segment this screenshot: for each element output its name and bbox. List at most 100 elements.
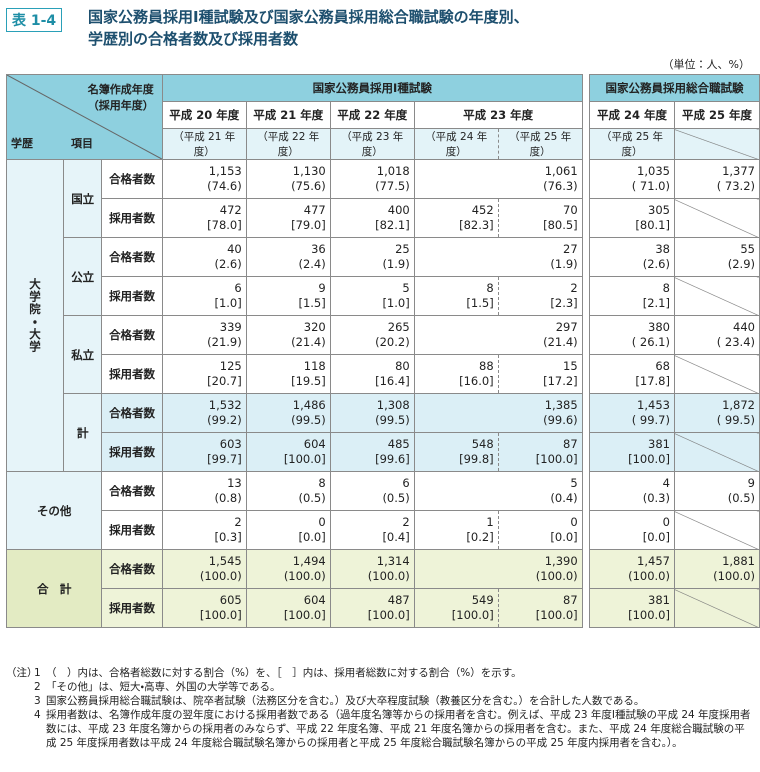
- note: 4 採用者数は、名簿作成年度の翌年度における採用者数である（過年度名簿等からの採用…: [6, 708, 754, 750]
- ratio: (2.9): [727, 257, 755, 271]
- notes: （注） 1 （ ）内は、合格者総数に対する割合（%）を、［ ］内は、採用者総数に対す…: [6, 666, 754, 750]
- ratio: (0.5): [382, 491, 410, 505]
- ratio: [100.0]: [535, 608, 578, 622]
- data-row: 採用者数 603 [99.7] 604 [100.0] 485 [99.6] 548 [99.8…: [7, 432, 760, 472]
- value-cell: 40 (2.6): [161, 237, 247, 277]
- count: 381: [648, 593, 670, 607]
- value-cell: 485 [99.6]: [329, 432, 415, 472]
- value-cell: 1,385 (99.6): [413, 393, 583, 433]
- ratio: [1.0]: [382, 296, 410, 310]
- ratio: (99.2): [207, 413, 242, 427]
- corner-label: （採用年度）: [87, 99, 154, 112]
- ratio: [100.0]: [451, 608, 494, 622]
- ratio: [0.0]: [642, 530, 670, 544]
- value-cell: 70 [80.5]: [497, 198, 583, 238]
- year-header: 平成 20 年度: [161, 101, 247, 129]
- ratio: (21.4): [543, 335, 578, 349]
- ratio: (100.0): [713, 569, 755, 583]
- group-label: 合 計: [5, 549, 103, 628]
- count: 485: [387, 437, 410, 451]
- count: 80: [395, 359, 410, 373]
- value-cell: 80 [16.4]: [329, 354, 415, 394]
- ratio: [0.0]: [550, 530, 578, 544]
- value-cell: 1,486 (99.5): [245, 393, 331, 433]
- data-row: 公立 合格者数 40 (2.6) 36 (2.4) 25 (1.9) 27 (1.9) 38 (2.6…: [7, 237, 760, 316]
- ratio: [79.0]: [291, 218, 326, 232]
- count: 1,308: [376, 398, 410, 412]
- value-cell: 549 [100.0]: [413, 588, 499, 628]
- note-number: 1: [34, 667, 41, 679]
- value-cell: 339 (21.9): [161, 315, 247, 355]
- note: （注） 1 （ ）内は、合格者総数に対する割合（%）を、［ ］内は、採用者総数に対す…: [6, 666, 754, 680]
- value-cell: 0 [0.0]: [589, 510, 675, 550]
- count: 1,385: [544, 398, 578, 412]
- data-row: 採用者数 6 [1.0] 9 [1.5] 5 [1.0] 8 [1.5] 2 [2.3] 8 [2.1]: [7, 276, 760, 316]
- count: 400: [387, 203, 410, 217]
- ratio: (100.0): [535, 569, 578, 583]
- count: 320: [303, 320, 326, 334]
- data-row: 採用者数 125 [20.7] 118 [19.5] 80 [16.4] 88 [16.0] 15…: [7, 354, 760, 394]
- count: 381: [648, 437, 670, 451]
- count: 2: [234, 515, 242, 529]
- note-label: [6, 708, 34, 750]
- count: 472: [219, 203, 242, 217]
- group-text: 大学院・大学: [28, 278, 42, 353]
- ratio: [2.1]: [642, 296, 670, 310]
- value-cell: 55 (2.9): [673, 237, 760, 277]
- item-label: 合格者数: [101, 393, 163, 433]
- ratio: [2.3]: [550, 296, 578, 310]
- corner-diagonal: [7, 75, 162, 159]
- value-cell: 1,377( 73.2): [673, 159, 760, 199]
- gap: [582, 74, 590, 628]
- count: 87: [563, 593, 578, 607]
- value-cell: 452 [82.3]: [413, 198, 499, 238]
- ratio: (0.4): [550, 491, 578, 505]
- value-cell: 6 (0.5): [329, 471, 415, 511]
- diagonal-cell: [673, 276, 760, 316]
- count: 1,035: [637, 164, 670, 178]
- data-row: 合 計合格者数 1,545 (100.0) 1,494 (100.0) 1,314 (100…: [5, 549, 760, 628]
- value-cell: 1,314 (100.0): [329, 549, 415, 589]
- ratio: [0.4]: [382, 530, 410, 544]
- ratio: [16.0]: [459, 374, 494, 388]
- count: 305: [648, 203, 670, 217]
- note-label: [6, 694, 34, 708]
- count: 1,486: [292, 398, 326, 412]
- note-text: 採用者数は、名簿作成年度の翌年度における採用者数である（過年度名簿等からの採用者…: [46, 709, 751, 749]
- diagonal-cell: [673, 510, 760, 550]
- table-badge: 表 1-4: [6, 8, 63, 32]
- value-cell: 1,061 (76.3): [413, 159, 583, 199]
- value-cell: 8 [2.1]: [589, 276, 675, 316]
- ratio: ( 26.1): [631, 335, 670, 349]
- count: 25: [395, 242, 410, 256]
- value-cell: 87 [100.0]: [497, 588, 583, 628]
- count: 487: [387, 593, 410, 607]
- ratio: (99.5): [291, 413, 326, 427]
- value-cell: 2 [0.3]: [161, 510, 247, 550]
- note-text: （ ）内は、合格者総数に対する割合（%）を、［ ］内は、採用者総数に対する割合（…: [46, 667, 522, 679]
- count: 548: [471, 437, 494, 451]
- value-cell: 1 [0.2]: [413, 510, 499, 550]
- value-cell: 605 [100.0]: [161, 588, 247, 628]
- value-cell: 0 [0.0]: [245, 510, 331, 550]
- item-label: 合格者数: [101, 471, 163, 511]
- count: 5: [570, 476, 578, 490]
- value-cell: 603 [99.7]: [161, 432, 247, 472]
- ratio: [1.0]: [214, 296, 242, 310]
- value-cell: 38 (2.6): [589, 237, 675, 277]
- count: 1,061: [544, 164, 578, 178]
- item-label: 採用者数: [101, 510, 163, 550]
- count: 265: [387, 320, 410, 334]
- diagonal-cell: [673, 198, 760, 238]
- count: 5: [402, 281, 410, 295]
- ratio: [17.2]: [543, 374, 578, 388]
- count: 1,545: [208, 554, 242, 568]
- value-cell: 1,153 (74.6): [161, 159, 247, 199]
- count: 1,457: [637, 554, 670, 568]
- value-cell: 1,494 (100.0): [245, 549, 331, 589]
- value-cell: 380( 26.1): [589, 315, 675, 355]
- count: 8: [318, 476, 326, 490]
- value-cell: 1,532 (99.2): [161, 393, 247, 433]
- header-row: （平成 21 年度） （平成 22 年度） （平成 23 年度） （平成 24 年度）…: [7, 128, 760, 160]
- data-row: 採用者数 472 [78.0] 477 [79.0] 400 [82.1] 452 [82.3]…: [7, 198, 760, 238]
